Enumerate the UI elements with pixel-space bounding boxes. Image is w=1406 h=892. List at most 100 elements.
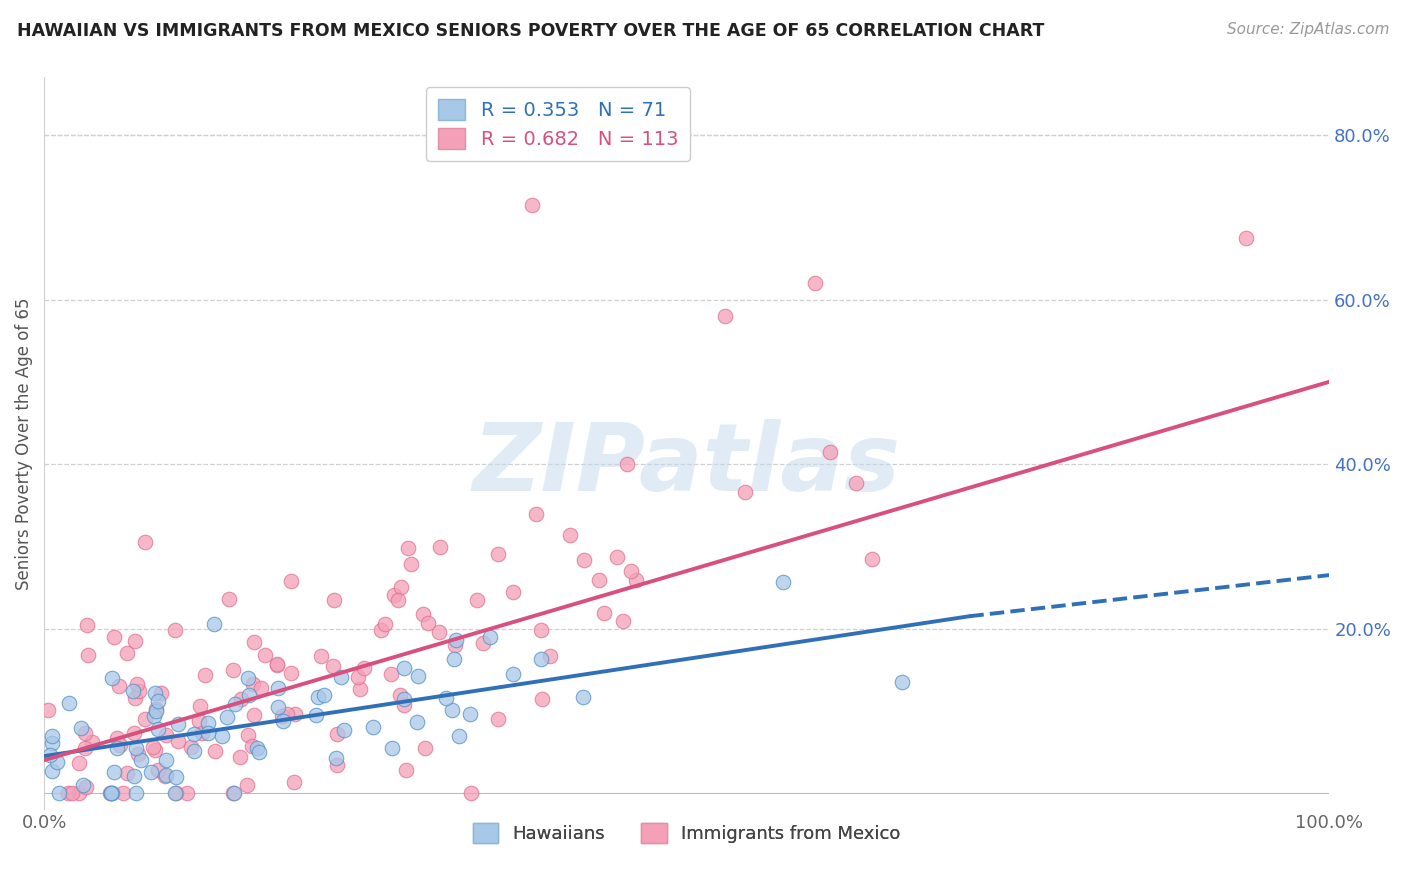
Point (73, 726, 96, 740)
Point (56, 786, 79, 800)
Point (105, 731, 128, 745)
Point (139, 764, 162, 779)
Point (271, 714, 294, 728)
Point (530, 652, 553, 666)
Point (714, 309, 737, 323)
Point (382, 588, 405, 602)
Point (41, 764, 63, 778)
Point (204, 744, 226, 758)
Point (392, 698, 415, 712)
Point (218, 592, 240, 607)
Point (394, 692, 416, 706)
Point (370, 624, 392, 638)
Point (134, 712, 156, 726)
Point (202, 617, 225, 632)
Point (77, 648, 100, 663)
Point (307, 690, 329, 705)
Point (222, 786, 245, 800)
Point (427, 625, 450, 640)
Point (572, 690, 595, 705)
Point (122, 684, 145, 698)
Point (250, 681, 273, 696)
Point (818, 444, 841, 458)
Point (405, 714, 427, 729)
Point (460, 786, 482, 800)
Point (624, 573, 647, 587)
Point (188, 714, 211, 728)
Point (243, 707, 266, 722)
Point (588, 574, 610, 588)
Point (188, 698, 211, 713)
Point (524, 507, 547, 521)
Point (37, 703, 59, 717)
Point (860, 552, 883, 566)
Point (122, 726, 145, 740)
Point (392, 661, 415, 675)
Point (246, 741, 269, 756)
Point (440, 703, 463, 717)
Point (280, 666, 302, 681)
Point (229, 750, 252, 764)
Point (593, 606, 616, 620)
Point (58, 696, 80, 710)
Point (353, 660, 375, 674)
Point (100, 671, 122, 685)
Point (165, 770, 187, 784)
Point (103, 765, 125, 780)
Point (129, 753, 152, 767)
Point (215, 710, 238, 724)
Point (381, 740, 404, 755)
Legend: Hawaiians, Immigrants from Mexico: Hawaiians, Immigrants from Mexico (464, 814, 910, 852)
Point (146, 723, 169, 737)
Point (67, 786, 90, 800)
Point (165, 623, 187, 637)
Point (146, 694, 169, 708)
Point (48, 786, 70, 800)
Point (165, 786, 187, 800)
Point (76, 618, 98, 632)
Point (143, 743, 166, 757)
Point (388, 688, 411, 702)
Point (606, 550, 628, 565)
Point (100, 786, 122, 800)
Point (67, 756, 90, 770)
Point (346, 670, 368, 684)
Point (183, 727, 205, 741)
Point (267, 699, 290, 714)
Point (46, 756, 69, 770)
Point (530, 692, 553, 706)
Point (434, 690, 457, 705)
Point (153, 769, 176, 783)
Point (183, 744, 205, 758)
Point (387, 593, 409, 607)
Point (72, 778, 94, 792)
Point (75, 780, 97, 794)
Point (247, 745, 270, 759)
Point (374, 616, 396, 631)
Point (103, 630, 125, 644)
Point (572, 553, 595, 567)
Point (620, 564, 643, 578)
Text: HAWAIIAN VS IMMIGRANTS FROM MEXICO SENIORS POVERTY OVER THE AGE OF 65 CORRELATIO: HAWAIIAN VS IMMIGRANTS FROM MEXICO SENIO… (17, 22, 1045, 40)
Point (734, 484, 756, 499)
Point (127, 747, 149, 762)
Point (124, 690, 146, 705)
Point (211, 729, 233, 743)
Point (314, 689, 336, 703)
Text: ZIPatlas: ZIPatlas (472, 419, 901, 511)
Point (105, 741, 128, 756)
Point (39, 747, 62, 762)
Point (322, 659, 344, 673)
Point (231, 691, 253, 706)
Point (429, 540, 451, 554)
Point (412, 607, 434, 622)
Point (326, 758, 349, 772)
Point (266, 681, 288, 695)
Point (486, 712, 509, 726)
Point (41, 730, 63, 744)
Point (444, 638, 467, 652)
Point (538, 648, 561, 663)
Point (804, 276, 827, 290)
Point (271, 709, 294, 723)
Point (145, 702, 167, 716)
